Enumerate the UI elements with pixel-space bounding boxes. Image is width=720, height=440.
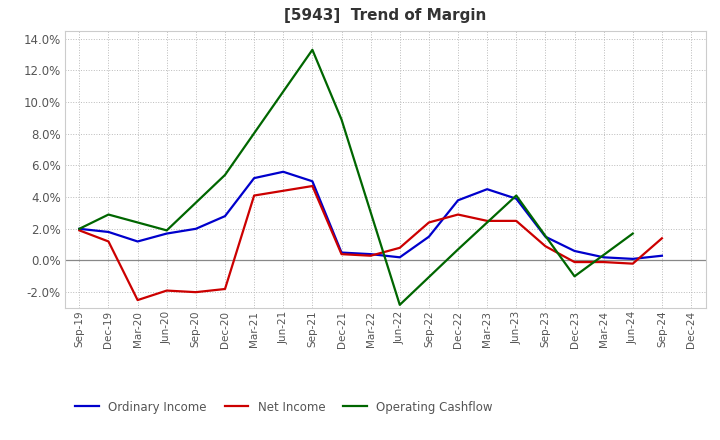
Net Income <box>599 260 608 265</box>
Net Income <box>425 220 433 225</box>
Operating Cashflow <box>454 247 462 252</box>
Ordinary Income <box>75 226 84 231</box>
Net Income <box>657 236 666 241</box>
Net Income <box>308 183 317 189</box>
Operating Cashflow <box>337 117 346 122</box>
Ordinary Income <box>366 252 375 257</box>
Ordinary Income <box>308 179 317 184</box>
Operating Cashflow <box>512 193 521 198</box>
Operating Cashflow <box>163 228 171 233</box>
Ordinary Income <box>133 239 142 244</box>
Operating Cashflow <box>308 47 317 52</box>
Net Income <box>541 244 550 249</box>
Net Income <box>512 218 521 224</box>
Net Income <box>279 188 287 194</box>
Ordinary Income <box>629 256 637 261</box>
Ordinary Income <box>570 248 579 253</box>
Ordinary Income <box>483 187 492 192</box>
Operating Cashflow <box>629 231 637 236</box>
Net Income <box>570 260 579 265</box>
Ordinary Income <box>337 250 346 255</box>
Operating Cashflow <box>104 212 113 217</box>
Ordinary Income <box>541 234 550 239</box>
Line: Ordinary Income: Ordinary Income <box>79 172 662 259</box>
Ordinary Income <box>250 176 258 181</box>
Net Income <box>366 253 375 258</box>
Operating Cashflow <box>395 302 404 308</box>
Ordinary Income <box>192 226 200 231</box>
Net Income <box>104 239 113 244</box>
Ordinary Income <box>279 169 287 174</box>
Ordinary Income <box>599 255 608 260</box>
Net Income <box>337 252 346 257</box>
Ordinary Income <box>163 231 171 236</box>
Ordinary Income <box>104 229 113 235</box>
Net Income <box>75 228 84 233</box>
Ordinary Income <box>220 213 229 219</box>
Operating Cashflow <box>570 274 579 279</box>
Line: Operating Cashflow: Operating Cashflow <box>79 50 633 305</box>
Line: Net Income: Net Income <box>79 186 662 300</box>
Net Income <box>163 288 171 293</box>
Title: [5943]  Trend of Margin: [5943] Trend of Margin <box>284 7 487 23</box>
Operating Cashflow <box>220 172 229 178</box>
Net Income <box>454 212 462 217</box>
Net Income <box>220 286 229 292</box>
Net Income <box>483 218 492 224</box>
Ordinary Income <box>512 196 521 202</box>
Net Income <box>395 245 404 250</box>
Ordinary Income <box>395 255 404 260</box>
Net Income <box>250 193 258 198</box>
Ordinary Income <box>425 234 433 239</box>
Ordinary Income <box>454 198 462 203</box>
Net Income <box>629 261 637 266</box>
Operating Cashflow <box>75 226 84 231</box>
Net Income <box>192 290 200 295</box>
Net Income <box>133 297 142 303</box>
Legend: Ordinary Income, Net Income, Operating Cashflow: Ordinary Income, Net Income, Operating C… <box>71 396 498 418</box>
Ordinary Income <box>657 253 666 258</box>
